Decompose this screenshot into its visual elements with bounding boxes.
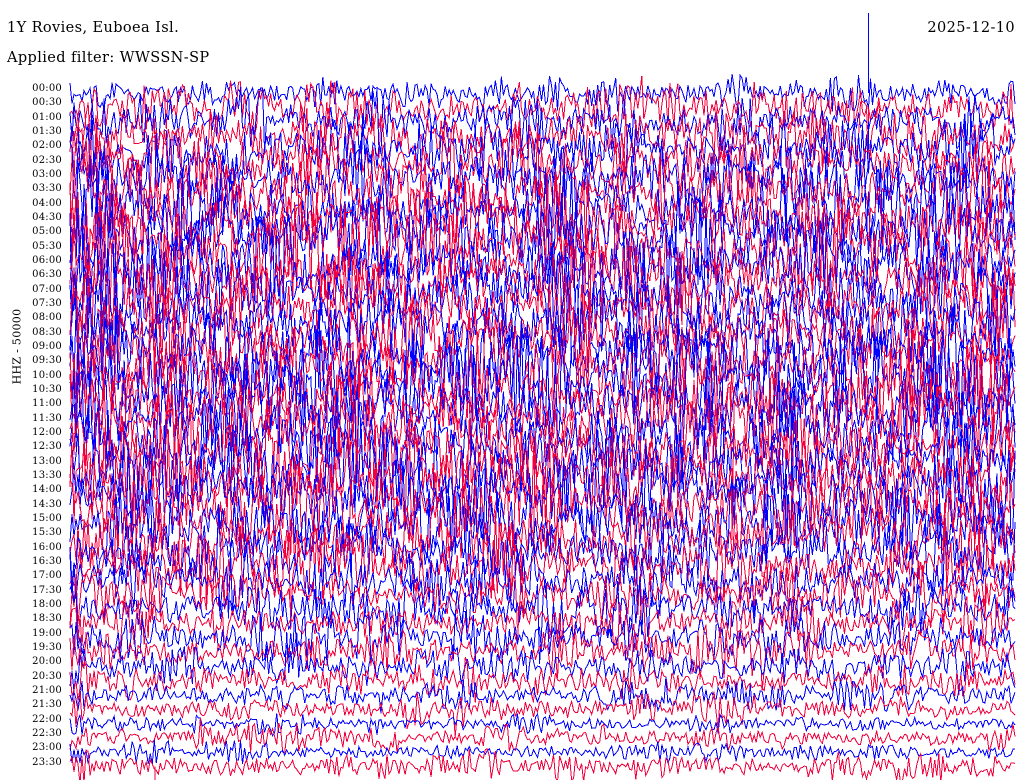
trace-row	[69, 301, 1016, 406]
trace-row	[69, 86, 1016, 155]
trace-row	[69, 717, 1016, 753]
trace-row	[69, 430, 1016, 557]
time-tick-01-30: 01:30	[32, 125, 62, 137]
time-tick-16-00: 16:00	[32, 541, 62, 553]
time-tick-09-00: 09:00	[32, 340, 62, 352]
time-tick-22-30: 22:30	[32, 727, 62, 739]
time-tick-06-30: 06:30	[32, 269, 62, 281]
time-tick-22-00: 22:00	[32, 713, 62, 725]
trace-row	[69, 457, 1016, 565]
time-tick-20-30: 20:30	[32, 670, 62, 682]
trace-row	[69, 676, 1016, 714]
time-tick-08-00: 08:00	[32, 312, 62, 324]
trace-row	[69, 118, 1016, 212]
trace-row	[69, 349, 1016, 470]
time-tick-02-30: 02:30	[32, 154, 62, 166]
time-tick-03-00: 03:00	[32, 168, 62, 180]
trace-row	[69, 624, 1016, 691]
trace-row	[69, 238, 1016, 363]
time-tick-13-00: 13:00	[32, 455, 62, 467]
trace-row	[69, 171, 1016, 277]
time-tick-10-30: 10:30	[32, 383, 62, 395]
time-tick-17-30: 17:30	[32, 584, 62, 596]
record-date: 2025-12-10	[927, 20, 1015, 36]
time-tick-14-30: 14:30	[32, 498, 62, 510]
trace-row	[69, 460, 1016, 605]
station-title: 1Y Rovies, Euboea Isl.	[7, 20, 180, 36]
time-tick-17-00: 17:00	[32, 570, 62, 582]
time-tick-08-30: 08:30	[32, 326, 62, 338]
trace-row	[69, 610, 1016, 665]
time-tick-06-00: 06:00	[32, 254, 62, 266]
time-tick-15-30: 15:30	[32, 527, 62, 539]
time-tick-04-00: 04:00	[32, 197, 62, 209]
time-tick-07-00: 07:00	[32, 283, 62, 295]
time-tick-04-30: 04:30	[32, 211, 62, 223]
trace-row	[69, 258, 1016, 390]
time-tick-07-30: 07:30	[32, 297, 62, 309]
trace-row	[69, 571, 1016, 651]
time-tick-03-30: 03:30	[32, 183, 62, 195]
trace-row	[69, 227, 1016, 333]
trace-row	[69, 184, 1016, 290]
time-tick-12-00: 12:00	[32, 426, 62, 438]
time-tick-00-30: 00:30	[32, 97, 62, 109]
trace-row	[69, 73, 1016, 112]
trace-row	[69, 748, 1016, 780]
time-tick-12-30: 12:30	[32, 441, 62, 453]
seismogram-plot	[69, 13, 1016, 780]
trace-row	[69, 75, 1016, 135]
trace-row	[69, 560, 1016, 629]
time-tick-01-00: 01:00	[32, 111, 62, 123]
trace-row	[69, 255, 1016, 406]
time-tick-14-00: 14:00	[32, 484, 62, 496]
trace-row	[69, 317, 1016, 489]
time-tick-21-30: 21:30	[32, 699, 62, 711]
time-tick-18-00: 18:00	[32, 598, 62, 610]
trace-row	[69, 578, 1016, 664]
time-tick-02-00: 02:00	[32, 140, 62, 152]
time-tick-19-30: 19:30	[32, 641, 62, 653]
trace-row	[69, 151, 1016, 264]
time-tick-23-30: 23:30	[32, 756, 62, 768]
time-tick-00-00: 00:00	[32, 83, 62, 94]
time-tick-10-00: 10:00	[32, 369, 62, 381]
trace-row	[69, 712, 1016, 737]
trace-row	[69, 691, 1016, 736]
time-tick-13-30: 13:30	[32, 469, 62, 481]
trace-row	[69, 416, 1016, 513]
trace-row	[69, 259, 1016, 368]
time-axis: 00:00 00:30 01:00 01:30 02:00 02:30 03:00 03:30…	[0, 84, 70, 780]
time-tick-19-00: 19:00	[32, 627, 62, 639]
time-tick-09-30: 09:30	[32, 355, 62, 367]
trace-row	[69, 377, 1016, 491]
time-tick-20-00: 20:00	[32, 656, 62, 668]
time-tick-15-00: 15:00	[32, 512, 62, 524]
time-tick-18-30: 18:30	[32, 613, 62, 625]
time-tick-05-30: 05:30	[32, 240, 62, 252]
time-tick-16-30: 16:30	[32, 555, 62, 567]
time-tick-11-30: 11:30	[32, 412, 62, 424]
time-tick-05-00: 05:00	[32, 226, 62, 238]
applied-filter-label: Applied filter: WWSSN-SP	[7, 50, 210, 66]
trace-row	[69, 155, 1016, 261]
trace-canvas	[69, 13, 1016, 780]
time-tick-23-00: 23:00	[32, 742, 62, 754]
time-tick-11-00: 11:00	[32, 398, 62, 410]
trace-row	[69, 192, 1016, 318]
trace-row	[69, 504, 1016, 597]
trace-row	[69, 739, 1016, 765]
trace-row	[69, 657, 1016, 703]
time-tick-21-00: 21:00	[32, 684, 62, 696]
trace-row	[69, 111, 1016, 190]
